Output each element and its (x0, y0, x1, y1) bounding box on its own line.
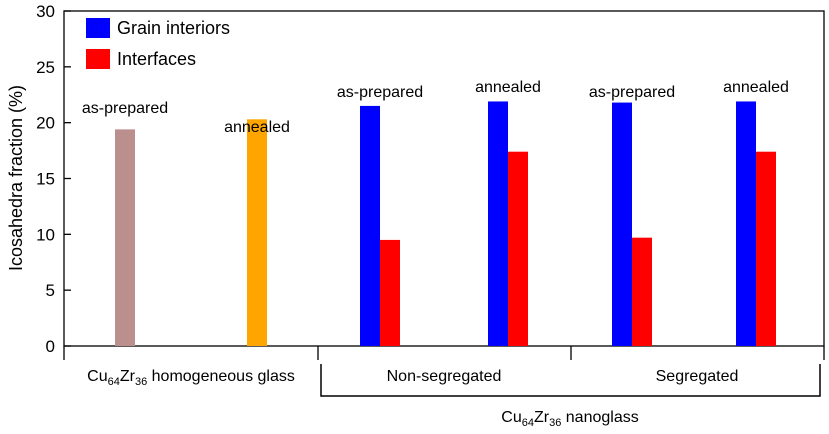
bar-label-nanoglass: annealed (475, 79, 541, 96)
bar-label-nanoglass: annealed (723, 79, 789, 96)
bar-label-nanoglass: as-prepared (337, 84, 423, 101)
bar-interfaces (380, 239, 400, 346)
bar-label-nanoglass: as-prepared (589, 84, 675, 101)
legend: Grain interiors Interfaces (86, 18, 230, 69)
legend-label-grain-interiors: Grain interiors (117, 18, 230, 38)
bar-grain-interiors (736, 101, 756, 346)
bar-interfaces (632, 237, 652, 346)
bar-grain-interiors (612, 102, 632, 346)
legend-swatch-interfaces (86, 49, 110, 69)
y-ticks: 0 5 10 15 20 25 30 (36, 2, 71, 356)
bars (115, 101, 776, 347)
y-tick-label: 15 (36, 170, 55, 189)
bar-interfaces (756, 151, 776, 346)
group-label-non-segregated: Non-segregated (387, 368, 502, 385)
bar-labels: as-prepared annealed as-prepared annealed as… (82, 79, 789, 136)
legend-label-interfaces: Interfaces (117, 49, 196, 69)
y-tick-label: 5 (46, 281, 55, 300)
y-tick-label: 0 (46, 337, 55, 356)
bar-grain-interiors (488, 101, 508, 346)
y-tick-label: 25 (36, 58, 55, 77)
group-label-homogeneous-glass: Cu64Zr36 homogeneous glass (87, 368, 295, 388)
bar-glass-as-prepared (115, 129, 135, 346)
y-tick-label: 20 (36, 114, 55, 133)
nanoglass-bracket (320, 364, 821, 397)
bar-grain-interiors (360, 105, 380, 347)
y-tick-label: 10 (36, 225, 55, 244)
group-label-segregated: Segregated (656, 368, 739, 385)
group-label-nanoglass: Cu64Zr36 nanoglass (501, 409, 638, 429)
bar-label-glass-annealed: annealed (224, 119, 290, 136)
bar-label-glass-as-prepared: as-prepared (82, 100, 168, 117)
y-axis-title: Icosahedra fraction (%) (6, 85, 26, 271)
y-tick-label: 30 (36, 2, 55, 21)
bar-glass-annealed (247, 119, 267, 346)
legend-swatch-grain-interiors (86, 18, 110, 38)
bar-interfaces (508, 151, 528, 346)
